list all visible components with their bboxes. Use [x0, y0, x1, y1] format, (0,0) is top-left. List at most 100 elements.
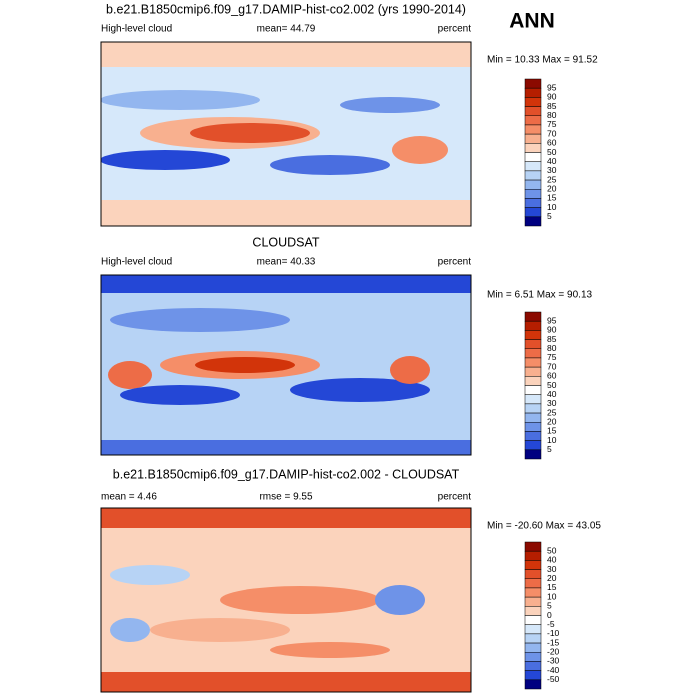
colorbar-box [524, 440, 542, 451]
colorbar-label: 40 [547, 389, 557, 399]
left-label: High-level cloud [101, 24, 172, 35]
colorbar-label: 60 [547, 371, 557, 381]
colorbar-label: 0 [547, 610, 552, 620]
colorbar-box [524, 311, 542, 322]
min-max: Min = -20.60 Max = 43.05 [487, 521, 601, 532]
left-label: High-level cloud [101, 257, 172, 268]
panel-title: b.e21.B1850cmip6.f09_g17.DAMIP-hist-co2.… [113, 467, 460, 481]
colorbar-box [524, 348, 542, 359]
field-map [101, 275, 471, 455]
colorbar-label: 15 [547, 193, 557, 203]
colorbar-label: 5 [547, 601, 552, 611]
colorbar-label: 95 [547, 315, 557, 325]
colorbar-label: -30 [547, 656, 560, 666]
colorbar-box [524, 133, 542, 144]
colorbar-box [524, 642, 542, 653]
colorbar-box [524, 578, 542, 589]
colorbar-box [524, 124, 542, 135]
colorbar-label: 90 [547, 325, 557, 335]
colorbar-label: 75 [547, 119, 557, 129]
colorbar-box [524, 339, 542, 349]
colorbar-label: 10 [547, 202, 557, 212]
colorbar-box [524, 161, 542, 172]
colorbar-label: 30 [547, 398, 557, 408]
center-label: rmse = 9.55 [259, 492, 313, 503]
colorbar-label: -20 [547, 647, 560, 657]
min-max: Min = 6.51 Max = 90.13 [487, 290, 593, 301]
colorbar-box [524, 679, 542, 690]
colorbar-box [524, 198, 542, 208]
colorbar-label: 15 [547, 426, 557, 436]
colorbar-label: 75 [547, 352, 557, 362]
colorbar-label: 30 [547, 165, 557, 175]
colorbar-box [524, 78, 542, 89]
min-max: Min = 10.33 Max = 91.52 [487, 55, 598, 66]
colorbar-box [524, 152, 542, 162]
panel-title: b.e21.B1850cmip6.f09_g17.DAMIP-hist-co2.… [106, 2, 466, 16]
colorbar-label: 5 [547, 211, 552, 221]
colorbar-box [524, 216, 542, 227]
colorbar-label: 80 [547, 343, 557, 353]
colorbar-label: -15 [547, 637, 560, 647]
colorbar-label: 50 [547, 545, 557, 555]
colorbar-box [524, 189, 542, 199]
colorbar-label: 5 [547, 444, 552, 454]
colorbar-box [524, 385, 542, 395]
colorbar-box [524, 431, 542, 441]
colorbar-box [524, 569, 542, 579]
colorbar-box [524, 606, 542, 616]
colorbar-box [524, 320, 542, 331]
map-frame [100, 274, 472, 456]
colorbar-box [524, 412, 542, 423]
colorbar-label: 85 [547, 334, 557, 344]
colorbar-box [524, 207, 542, 218]
panel-title: CLOUDSAT [252, 235, 320, 249]
center-label: mean= 40.33 [257, 257, 316, 268]
colorbar-label: -5 [547, 619, 555, 629]
colorbar-box [524, 652, 542, 662]
colorbar-box [524, 97, 542, 107]
right-label: percent [438, 257, 472, 268]
colorbar-label: 90 [547, 92, 557, 102]
colorbar-box [524, 449, 542, 460]
colorbar-label: -50 [547, 674, 560, 684]
colorbar-label: 60 [547, 138, 557, 148]
colorbar-label: 20 [547, 573, 557, 583]
season-label: ANN [509, 10, 555, 33]
right-label: percent [438, 24, 472, 35]
colorbar-box [524, 596, 542, 607]
colorbar-label: -40 [547, 665, 560, 675]
colorbar-box [524, 106, 542, 116]
colorbar-box [524, 143, 542, 153]
colorbar-box [524, 403, 542, 414]
colorbar-label: 50 [547, 147, 557, 157]
colorbar-box [524, 330, 542, 340]
colorbar-box [524, 624, 542, 635]
colorbar-label: 70 [547, 128, 557, 138]
colorbar-label: -10 [547, 628, 560, 638]
colorbar-box [524, 179, 542, 190]
colorbar-box [524, 670, 542, 681]
field-map [101, 508, 471, 692]
colorbar-box [524, 394, 542, 405]
colorbar-box [524, 615, 542, 625]
colorbar-box [524, 661, 542, 671]
colorbar-box [524, 587, 542, 598]
center-label: mean= 44.79 [257, 24, 316, 35]
colorbar-box [524, 87, 542, 98]
colorbar-box [524, 550, 542, 561]
colorbar-label: 10 [547, 591, 557, 601]
colorbar-label: 20 [547, 184, 557, 194]
colorbar-box [524, 115, 542, 126]
colorbar-label: 85 [547, 101, 557, 111]
colorbar-label: 50 [547, 380, 557, 390]
left-label: mean = 4.46 [101, 492, 157, 503]
colorbar-label: 20 [547, 417, 557, 427]
colorbar-box [524, 376, 542, 386]
map-frame [100, 507, 472, 693]
right-label: percent [438, 492, 472, 503]
colorbar-box [524, 357, 542, 368]
colorbar-box [524, 541, 542, 552]
colorbar-box [524, 366, 542, 377]
colorbar-label: 40 [547, 555, 557, 565]
